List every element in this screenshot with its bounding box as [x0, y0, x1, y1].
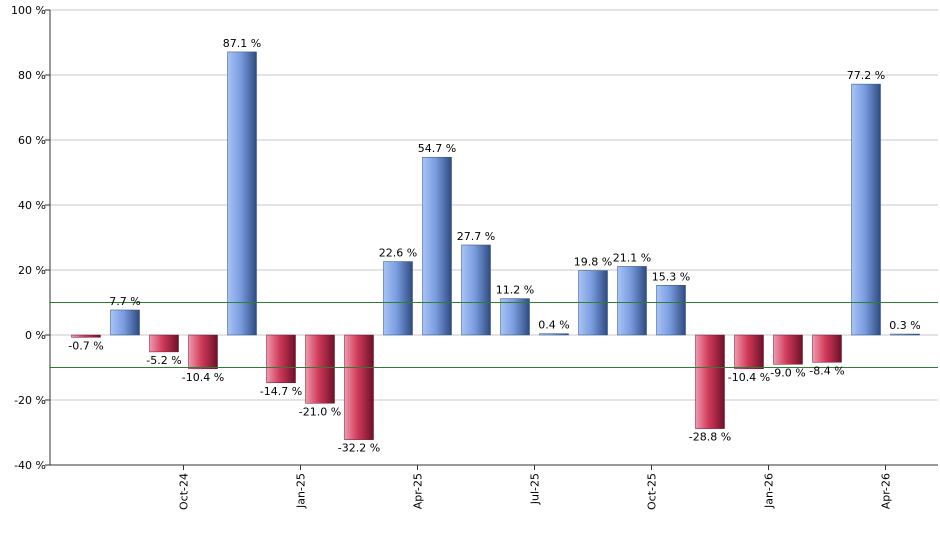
y-tick-label: -20 %	[14, 394, 46, 407]
y-tick-label: 40 %	[18, 199, 46, 212]
bar-value-label: 22.6 %	[379, 247, 417, 260]
bar-value-label: 0.3 %	[889, 319, 920, 332]
bar-value-label: -21.0 %	[299, 405, 341, 418]
x-tick-label: Oct-25	[646, 473, 659, 510]
bar-value-label: 87.1 %	[223, 37, 261, 50]
bar	[71, 334, 101, 338]
bar	[851, 83, 881, 336]
bar	[344, 334, 374, 440]
bar-value-label: 0.4 %	[538, 319, 569, 332]
bar	[266, 334, 296, 384]
bar	[539, 333, 569, 336]
bar-value-label: -9.0 %	[770, 366, 805, 379]
bar-value-label: 21.1 %	[613, 251, 651, 264]
y-tick-label: 0 %	[25, 329, 46, 342]
bar-value-label: 7.7 %	[109, 295, 140, 308]
y-tick-label: 80 %	[18, 69, 46, 82]
bar-value-label: -5.2 %	[146, 354, 181, 367]
x-tick-label: Apr-26	[880, 473, 893, 509]
bar	[383, 261, 413, 336]
bar	[773, 334, 803, 365]
bar	[500, 298, 530, 336]
bar	[422, 156, 452, 336]
bar	[656, 285, 686, 336]
bar-value-label: -32.2 %	[338, 442, 380, 455]
axes: 100 % 80 % 60 % 40 % 20 % 0 % -20 % -40 % Oct-24…	[11, 4, 938, 510]
bar	[617, 266, 647, 336]
bar-value-label: -14.7 %	[260, 385, 302, 398]
bar	[188, 334, 218, 370]
data-labels: -0.7 %7.7 %-5.2 %-10.4 %87.1 %-14.7 %-21…	[68, 37, 920, 455]
bar-value-label: -10.4 %	[728, 371, 770, 384]
y-tick-label: 20 %	[18, 264, 46, 277]
bar-value-label: 27.7 %	[457, 230, 495, 243]
bar	[734, 334, 764, 370]
bar-value-label: 77.2 %	[847, 69, 885, 82]
bar-value-label: 54.7 %	[418, 142, 456, 155]
bar-value-label: -0.7 %	[68, 339, 103, 352]
bar	[305, 334, 335, 404]
bar	[149, 334, 179, 353]
bar	[110, 309, 140, 336]
x-tick-label: Jan-25	[295, 473, 308, 509]
bar-value-label: -10.4 %	[182, 371, 224, 384]
x-tick-label: Oct-24	[178, 473, 191, 510]
y-tick-label: 60 %	[18, 134, 46, 147]
bar	[812, 334, 842, 363]
bar	[461, 244, 491, 336]
bar	[227, 51, 257, 336]
x-tick-label: Apr-25	[412, 473, 425, 509]
y-tick-label: 100 %	[11, 4, 46, 17]
y-tick-label: -40 %	[14, 459, 46, 472]
bar-value-label: 19.8 %	[574, 256, 612, 269]
bar-value-label: 11.2 %	[496, 284, 534, 297]
bar	[695, 334, 725, 429]
bar-value-label: 15.3 %	[652, 270, 690, 283]
x-tick-label: Jul-25	[529, 473, 542, 505]
bar	[890, 333, 920, 336]
reference-lines	[50, 302, 938, 368]
x-tick-label: Jan-26	[763, 473, 776, 509]
bar-value-label: -8.4 %	[809, 364, 844, 377]
bar-value-label: -28.8 %	[689, 431, 731, 444]
